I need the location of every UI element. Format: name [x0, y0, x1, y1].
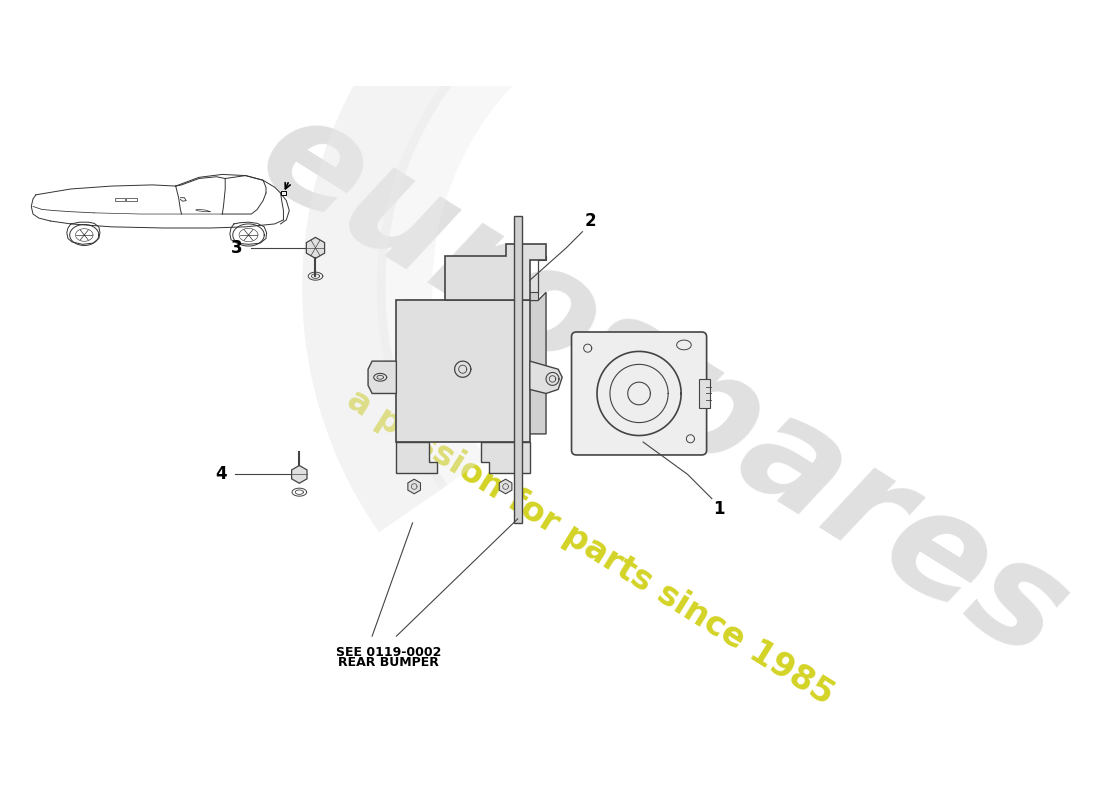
Bar [514, 215, 521, 523]
Polygon shape [530, 361, 562, 394]
Polygon shape [482, 442, 530, 473]
FancyBboxPatch shape [572, 332, 706, 455]
Polygon shape [444, 244, 546, 301]
Text: 1: 1 [714, 500, 725, 518]
Polygon shape [396, 301, 530, 442]
Polygon shape [405, 292, 546, 434]
Text: REAR BUMPER: REAR BUMPER [338, 656, 439, 670]
Bar [126, 198, 136, 201]
Text: 2: 2 [585, 212, 596, 230]
Polygon shape [396, 442, 437, 473]
Bar [698, 379, 710, 408]
Polygon shape [368, 361, 396, 394]
Text: a passion for parts since 1985: a passion for parts since 1985 [341, 383, 839, 711]
Bar [114, 198, 125, 201]
Text: eurospares: eurospares [234, 81, 1092, 690]
Text: SEE 0119-0002: SEE 0119-0002 [336, 646, 441, 659]
Text: 3: 3 [231, 239, 243, 257]
Polygon shape [453, 256, 546, 301]
Bar [282, 190, 286, 195]
Polygon shape [499, 479, 512, 494]
Text: 4: 4 [214, 466, 227, 483]
Polygon shape [408, 479, 420, 494]
Polygon shape [292, 466, 307, 483]
Polygon shape [307, 238, 324, 258]
